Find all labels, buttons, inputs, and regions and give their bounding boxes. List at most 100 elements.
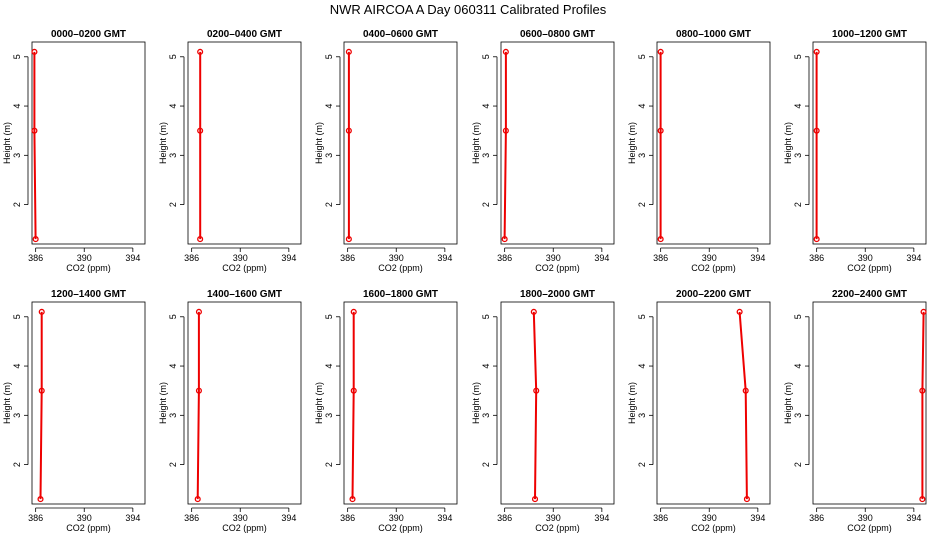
y-tick-label: 3 <box>481 153 491 158</box>
profile-point <box>657 48 664 55</box>
profile-point <box>197 127 204 134</box>
x-axis-label: CO2 (ppm) <box>222 263 267 273</box>
y-tick-label: 2 <box>481 462 491 467</box>
y-tick-label: 2 <box>481 202 491 207</box>
x-tick-label: 386 <box>653 513 668 523</box>
profile-line <box>738 311 748 500</box>
x-tick-label: 394 <box>437 253 452 263</box>
y-tick-label: 2 <box>12 462 22 467</box>
y-tick-label: 4 <box>793 104 803 109</box>
profile-point <box>501 236 508 243</box>
y-axis-label: Height (m) <box>314 122 324 164</box>
x-tick-label: 394 <box>125 513 140 523</box>
y-tick-label: 5 <box>637 54 647 59</box>
x-tick-label: 390 <box>389 253 404 263</box>
x-axis-label: CO2 (ppm) <box>378 523 423 533</box>
x-tick-label: 390 <box>858 253 873 263</box>
y-tick-label: 2 <box>168 202 178 207</box>
y-tick-label: 3 <box>12 413 22 418</box>
x-axis-label: CO2 (ppm) <box>378 263 423 273</box>
x-tick-label: 394 <box>906 253 921 263</box>
x-tick-label: 390 <box>546 253 561 263</box>
plot-frame <box>187 41 302 245</box>
profile-line <box>532 311 538 500</box>
y-tick-label: 4 <box>637 104 647 109</box>
x-tick-label: 386 <box>340 513 355 523</box>
y-tick-label: 4 <box>324 104 334 109</box>
x-tick-label: 394 <box>437 513 452 523</box>
y-tick-label: 2 <box>637 462 647 467</box>
x-tick-label: 394 <box>125 253 140 263</box>
plot-frame <box>656 41 771 245</box>
panel-title: 1400–1600 GMT <box>207 289 282 300</box>
y-tick-label: 4 <box>793 364 803 369</box>
profile-point <box>195 387 202 394</box>
y-tick-label: 4 <box>12 104 22 109</box>
profile-point <box>920 308 927 315</box>
x-tick-label: 394 <box>594 513 609 523</box>
profile-line <box>503 51 507 240</box>
profile-point <box>736 308 743 315</box>
y-tick-label: 5 <box>481 54 491 59</box>
x-tick-label: 394 <box>750 513 765 523</box>
x-tick-label: 386 <box>497 513 512 523</box>
x-tick-label: 386 <box>184 253 199 263</box>
profile-point <box>742 387 749 394</box>
x-tick-label: 390 <box>702 513 717 523</box>
y-tick-label: 5 <box>637 314 647 319</box>
y-tick-label: 5 <box>168 314 178 319</box>
x-tick-label: 394 <box>281 253 296 263</box>
y-tick-label: 2 <box>324 462 334 467</box>
profile-point <box>194 496 201 503</box>
y-tick-label: 4 <box>12 364 22 369</box>
y-tick-label: 3 <box>637 413 647 418</box>
y-tick-label: 3 <box>637 153 647 158</box>
profile-panel: 1400–1600 GMT 386 390 394 CO2 (ppm) 2 3 4 5 Heigh… <box>158 289 302 533</box>
profile-line <box>39 311 43 500</box>
y-tick-label: 2 <box>793 462 803 467</box>
y-axis-label: Height (m) <box>783 122 793 164</box>
profile-point <box>38 387 45 394</box>
y-tick-label: 4 <box>637 364 647 369</box>
y-axis-label: Height (m) <box>2 382 12 424</box>
x-axis-label: CO2 (ppm) <box>66 523 111 533</box>
y-tick-label: 4 <box>481 364 491 369</box>
profile-panel: 2000–2200 GMT 386 390 394 CO2 (ppm) 2 3 4 5 Heigh… <box>627 289 771 533</box>
y-tick-label: 3 <box>793 413 803 418</box>
x-tick-label: 394 <box>594 253 609 263</box>
profile-point <box>197 236 204 243</box>
plot-frame <box>500 301 615 505</box>
profile-panel: 0000–0200 GMT 386 390 394 CO2 (ppm) 2 3 4 5 Heigh… <box>2 29 146 273</box>
x-tick-label: 394 <box>281 513 296 523</box>
profile-point <box>657 127 664 134</box>
plot-frame <box>500 41 615 245</box>
y-tick-label: 5 <box>12 314 22 319</box>
x-tick-label: 390 <box>389 513 404 523</box>
y-tick-label: 2 <box>793 202 803 207</box>
profile-point <box>813 48 820 55</box>
y-tick-label: 3 <box>793 153 803 158</box>
x-tick-label: 386 <box>184 513 199 523</box>
profile-point <box>657 236 664 243</box>
x-tick-label: 386 <box>809 513 824 523</box>
y-tick-label: 5 <box>168 54 178 59</box>
profile-point <box>531 496 539 503</box>
x-axis-label: CO2 (ppm) <box>691 523 736 533</box>
profile-point <box>349 496 356 503</box>
profile-point <box>502 127 509 134</box>
y-axis-label: Height (m) <box>627 122 637 164</box>
panel-grid: 0000–0200 GMT 386 390 394 CO2 (ppm) 2 3 4 5 Heigh… <box>2 29 927 533</box>
figure-title: NWR AIRCOA A Day 060311 Calibrated Profi… <box>330 2 607 17</box>
profile-panel: 1600–1800 GMT 386 390 394 CO2 (ppm) 2 3 4 5 Heigh… <box>314 289 458 533</box>
x-tick-label: 386 <box>653 253 668 263</box>
y-axis-label: Height (m) <box>158 122 168 164</box>
profile-point <box>919 387 926 394</box>
profile-point <box>32 236 39 243</box>
profile-point <box>31 127 38 134</box>
profile-line <box>351 311 355 500</box>
y-tick-label: 2 <box>168 462 178 467</box>
profile-line <box>196 311 200 500</box>
profile-point <box>533 387 540 394</box>
x-axis-label: CO2 (ppm) <box>847 263 892 273</box>
